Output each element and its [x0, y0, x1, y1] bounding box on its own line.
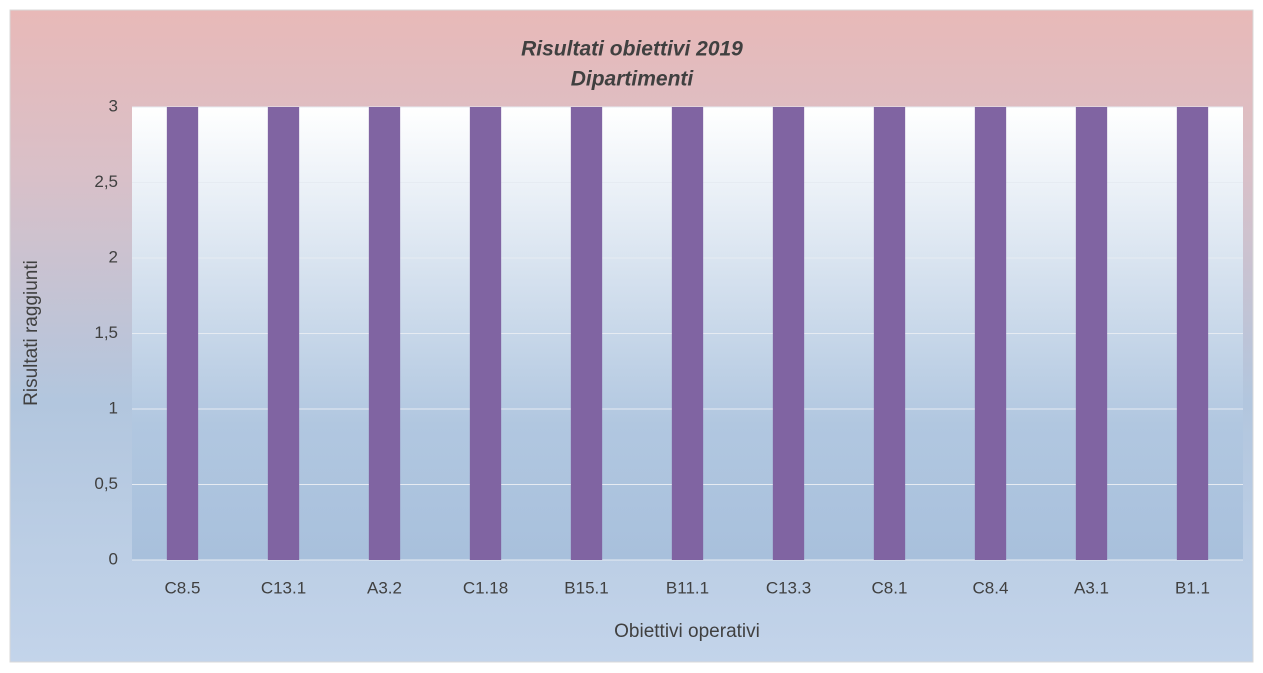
y-tick-label: 2,5: [94, 172, 118, 191]
bar: [368, 107, 401, 560]
bar: [1176, 107, 1209, 560]
x-axis-title: Obiettivi operativi: [614, 621, 760, 642]
y-tick-label: 0,5: [94, 474, 118, 493]
chart-subtitle: Dipartimenti: [571, 68, 695, 91]
x-tick-label: C8.4: [973, 578, 1009, 597]
x-tick-label: C8.1: [872, 578, 908, 597]
bar: [671, 107, 704, 560]
bar: [1075, 107, 1108, 560]
x-tick-label: C13.3: [766, 578, 811, 597]
x-tick-label: B15.1: [564, 578, 608, 597]
y-tick-label: 1: [109, 398, 118, 417]
x-tick-label: B1.1: [1175, 578, 1210, 597]
x-tick-label: B11.1: [666, 578, 709, 597]
bar: [570, 107, 603, 560]
y-axis-title: Risultati raggiunti: [21, 260, 42, 406]
bar: [469, 107, 502, 560]
bar: [974, 107, 1007, 560]
y-tick-label: 0: [109, 549, 118, 568]
bar: [772, 107, 805, 560]
chart-title: Risultati obiettivi 2019: [521, 38, 743, 61]
bar: [267, 107, 300, 560]
x-tick-label: C13.1: [261, 578, 306, 597]
x-tick-label: C8.5: [165, 578, 201, 597]
bar: [873, 107, 906, 560]
x-tick-label: C1.18: [463, 578, 508, 597]
x-tick-label: A3.1: [1074, 578, 1109, 597]
y-tick-label: 3: [109, 96, 118, 115]
y-tick-label: 2: [109, 247, 118, 266]
x-tick-label: A3.2: [367, 578, 402, 597]
bar: [166, 107, 199, 560]
y-tick-label: 1,5: [94, 323, 118, 342]
